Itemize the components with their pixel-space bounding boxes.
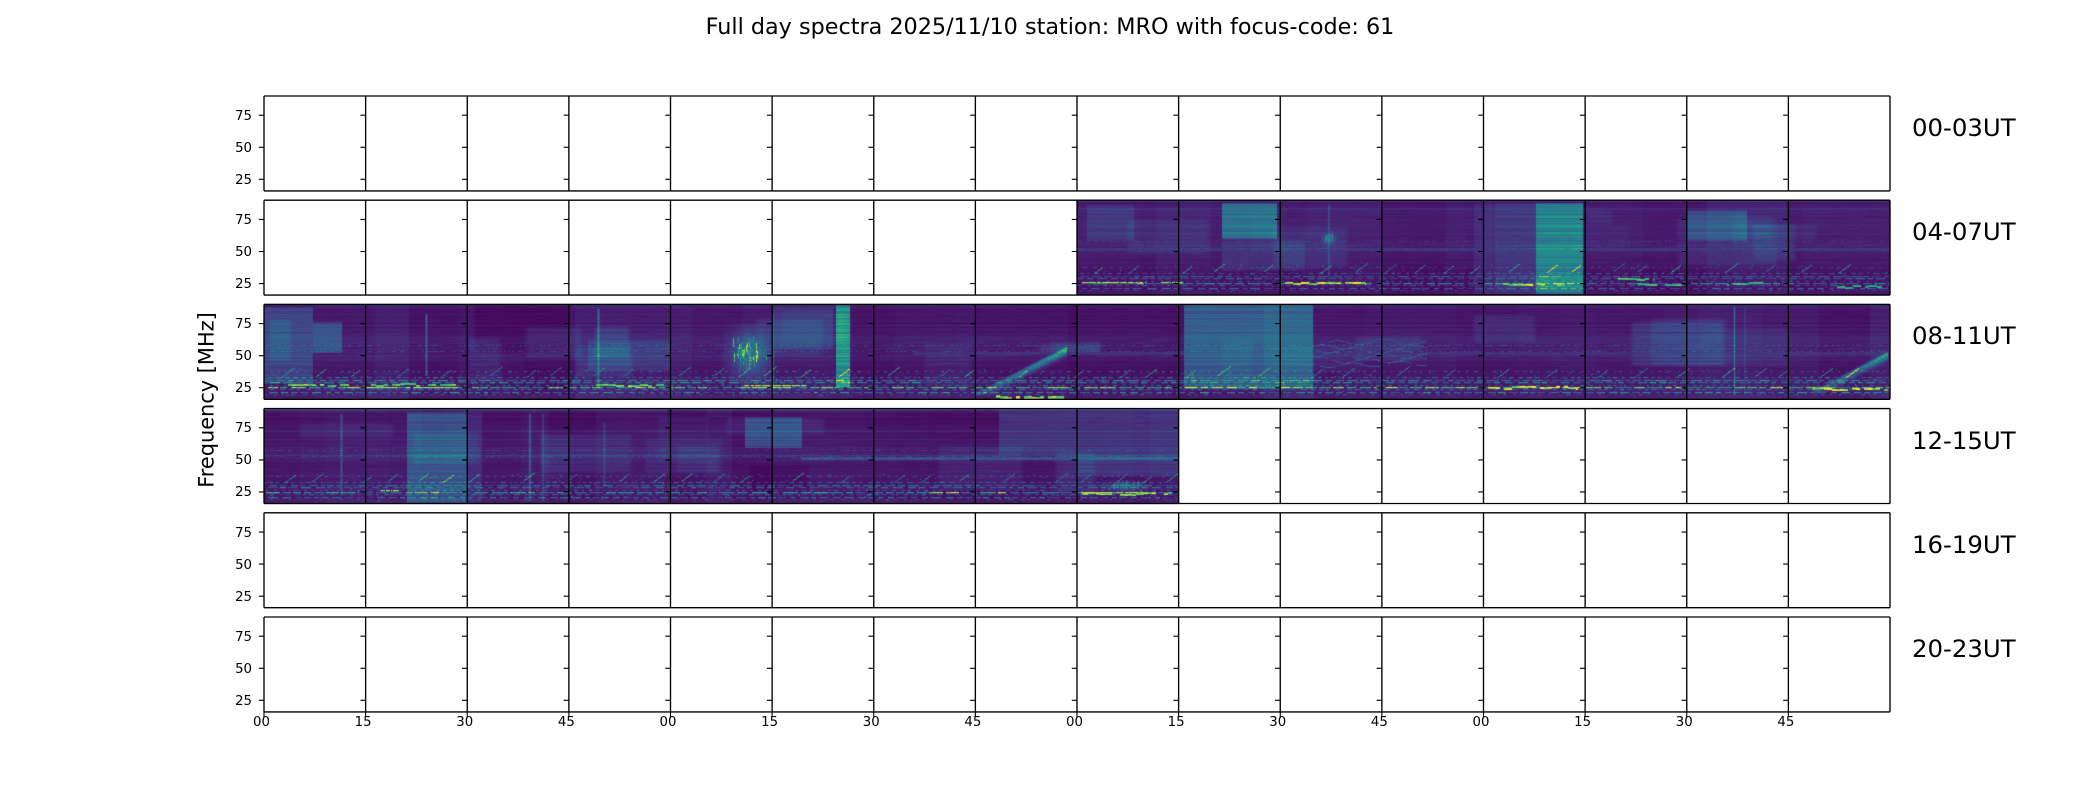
x-tick-label: 00 [1066,715,1083,731]
x-tick-label: 00 [659,715,677,731]
x-tick-label: 00 [1472,715,1490,731]
x-tick-label: 45 [1370,715,1388,731]
y-tick-label: 25 [235,485,252,501]
y-tick-label: 50 [235,453,252,469]
x-tick-label: 30 [862,715,880,731]
row-label-00-03ut: 00-03UT [1912,112,2016,142]
x-tick-label: 15 [354,715,372,731]
row-label-08-11ut: 08-11UT [1912,321,2016,351]
y-tick-label: 50 [235,349,252,365]
y-tick-label: 25 [235,381,252,397]
x-tick-label: 45 [1777,715,1795,731]
x-tick-label: 15 [761,715,779,731]
y-tick-label: 50 [235,244,252,260]
y-tick-label: 25 [235,693,252,709]
x-tick-label: 15 [1574,715,1592,731]
y-tick-label: 25 [235,589,252,605]
figure-title: Full day spectra 2025/11/10 station: MRO… [705,13,1395,40]
y-tick-label: 50 [235,140,252,156]
y-tick-label: 75 [235,421,252,437]
y-tick-label: 75 [235,212,252,228]
row-label-04-07ut: 04-07UT [1912,217,2016,247]
x-tick-label: 45 [557,715,575,731]
y-tick-label: 25 [235,277,252,293]
y-tick-label: 25 [235,172,252,188]
y-tick-label: 75 [235,629,252,645]
y-tick-label: 75 [235,525,252,541]
x-tick-label: 45 [964,715,982,731]
y-tick-label: 75 [235,317,252,333]
row-label-12-15ut: 12-15UT [1912,425,2016,455]
x-tick-label: 30 [1675,715,1693,731]
x-tick-label: 30 [1269,715,1287,731]
x-tick-label: 30 [456,715,474,731]
row-label-16-19ut: 16-19UT [1912,529,2016,559]
y-tick-label: 75 [235,108,252,124]
x-tick-label: 00 [253,715,270,731]
x-tick-label: 15 [1167,715,1185,731]
y-tick-label: 50 [235,661,252,677]
y-tick-label: 50 [235,557,252,573]
row-label-20-23ut: 20-23UT [1912,633,2016,663]
